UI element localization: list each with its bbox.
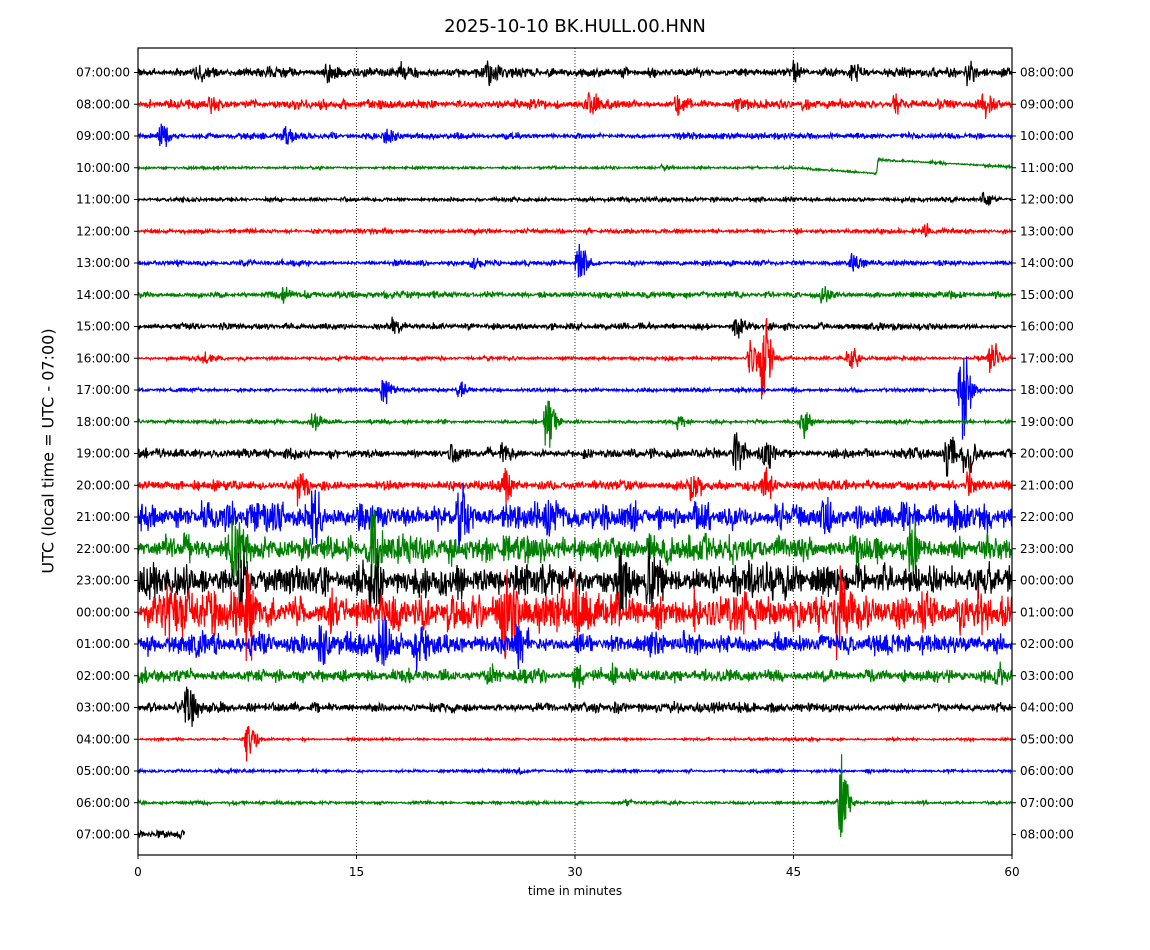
trace-1 bbox=[138, 91, 1012, 119]
trace-7 bbox=[138, 286, 1012, 304]
y-tick-label-left: 17:00:00 bbox=[76, 383, 130, 397]
trace-24 bbox=[138, 828, 186, 841]
y-tick-label-right: 08:00:00 bbox=[1020, 66, 1074, 80]
y-tick-label-right: 11:00:00 bbox=[1020, 161, 1074, 175]
y-tick-label-right: 18:00:00 bbox=[1020, 383, 1074, 397]
trace-0 bbox=[138, 59, 1012, 87]
trace-11 bbox=[138, 400, 1012, 448]
y-tick-label-left: 15:00:00 bbox=[76, 320, 130, 334]
chart-title: 2025-10-10 BK.HULL.00.HNN bbox=[444, 16, 706, 37]
trace-2 bbox=[138, 123, 1012, 147]
y-tick-label-left: 08:00:00 bbox=[76, 97, 130, 111]
y-tick-label-right: 13:00:00 bbox=[1020, 224, 1074, 238]
trace-18 bbox=[138, 615, 1012, 673]
y-tick-label-right: 08:00:00 bbox=[1020, 828, 1074, 842]
y-tick-label-right: 15:00:00 bbox=[1020, 288, 1074, 302]
trace-3 bbox=[138, 156, 1012, 176]
y-tick-label-left: 07:00:00 bbox=[76, 828, 130, 842]
y-tick-label-left: 18:00:00 bbox=[76, 415, 130, 429]
y-tick-label-right: 17:00:00 bbox=[1020, 351, 1074, 365]
x-tick-label: 45 bbox=[786, 865, 801, 879]
x-axis-label: time in minutes bbox=[527, 884, 623, 898]
x-tick-label: 60 bbox=[1004, 865, 1019, 879]
trace-22 bbox=[138, 767, 1012, 776]
y-tick-label-right: 02:00:00 bbox=[1020, 637, 1074, 651]
trace-23 bbox=[138, 754, 1012, 838]
y-tick-label-right: 22:00:00 bbox=[1020, 510, 1074, 524]
y-tick-label-right: 23:00:00 bbox=[1020, 542, 1074, 556]
trace-10 bbox=[138, 356, 1012, 440]
y-tick-label-right: 20:00:00 bbox=[1020, 447, 1074, 461]
y-tick-label-right: 00:00:00 bbox=[1020, 574, 1074, 588]
y-tick-label-left: 22:00:00 bbox=[76, 542, 130, 556]
y-tick-label-left: 09:00:00 bbox=[76, 129, 130, 143]
y-tick-label-left: 12:00:00 bbox=[76, 224, 130, 238]
trace-8 bbox=[138, 316, 1012, 339]
y-tick-label-right: 16:00:00 bbox=[1020, 320, 1074, 334]
trace-13 bbox=[138, 461, 1012, 507]
y-tick-label-left: 16:00:00 bbox=[76, 351, 130, 365]
trace-4 bbox=[138, 191, 1012, 206]
y-tick-label-left: 19:00:00 bbox=[76, 447, 130, 461]
traces bbox=[138, 59, 1012, 841]
trace-15 bbox=[138, 508, 1012, 593]
y-tick-label-right: 09:00:00 bbox=[1020, 97, 1074, 111]
y-tick-label-right: 01:00:00 bbox=[1020, 605, 1074, 619]
y-tick-label-left: 10:00:00 bbox=[76, 161, 130, 175]
y-tick-label-left: 13:00:00 bbox=[76, 256, 130, 270]
y-tick-label-right: 06:00:00 bbox=[1020, 764, 1074, 778]
x-tick-label: 30 bbox=[567, 865, 582, 879]
y-tick-label-right: 14:00:00 bbox=[1020, 256, 1074, 270]
trace-5 bbox=[138, 223, 1012, 238]
y-tick-label-left: 00:00:00 bbox=[76, 605, 130, 619]
trace-9 bbox=[138, 318, 1012, 400]
y-tick-label-right: 21:00:00 bbox=[1020, 478, 1074, 492]
y-tick-label-right: 10:00:00 bbox=[1020, 129, 1074, 143]
trace-12 bbox=[138, 432, 1012, 477]
y-tick-label-left: 02:00:00 bbox=[76, 669, 130, 683]
trace-21 bbox=[138, 725, 1012, 762]
trace-14 bbox=[138, 483, 1012, 554]
y-tick-label-right: 05:00:00 bbox=[1020, 732, 1074, 746]
y-tick-label-left: 06:00:00 bbox=[76, 796, 130, 810]
trace-17 bbox=[138, 565, 1012, 662]
trace-20 bbox=[138, 686, 1012, 727]
y-tick-label-left: 20:00:00 bbox=[76, 478, 130, 492]
y-tick-label-left: 21:00:00 bbox=[76, 510, 130, 524]
x-tick-label: 15 bbox=[349, 865, 364, 879]
y-tick-label-left: 23:00:00 bbox=[76, 574, 130, 588]
y-tick-label-right: 19:00:00 bbox=[1020, 415, 1074, 429]
y-tick-label-right: 07:00:00 bbox=[1020, 796, 1074, 810]
y-tick-label-left: 05:00:00 bbox=[76, 764, 130, 778]
trace-6 bbox=[138, 243, 1012, 278]
y-tick-label-right: 03:00:00 bbox=[1020, 669, 1074, 683]
trace-19 bbox=[138, 661, 1012, 689]
y-tick-label-left: 14:00:00 bbox=[76, 288, 130, 302]
y-tick-label-left: 07:00:00 bbox=[76, 66, 130, 80]
y-tick-label-right: 04:00:00 bbox=[1020, 701, 1074, 715]
x-tick-label: 0 bbox=[134, 865, 142, 879]
y-tick-label-left: 11:00:00 bbox=[76, 193, 130, 207]
y-tick-label-left: 01:00:00 bbox=[76, 637, 130, 651]
y-tick-label-right: 12:00:00 bbox=[1020, 193, 1074, 207]
y-tick-label-left: 03:00:00 bbox=[76, 701, 130, 715]
y-tick-label-left: 04:00:00 bbox=[76, 732, 130, 746]
